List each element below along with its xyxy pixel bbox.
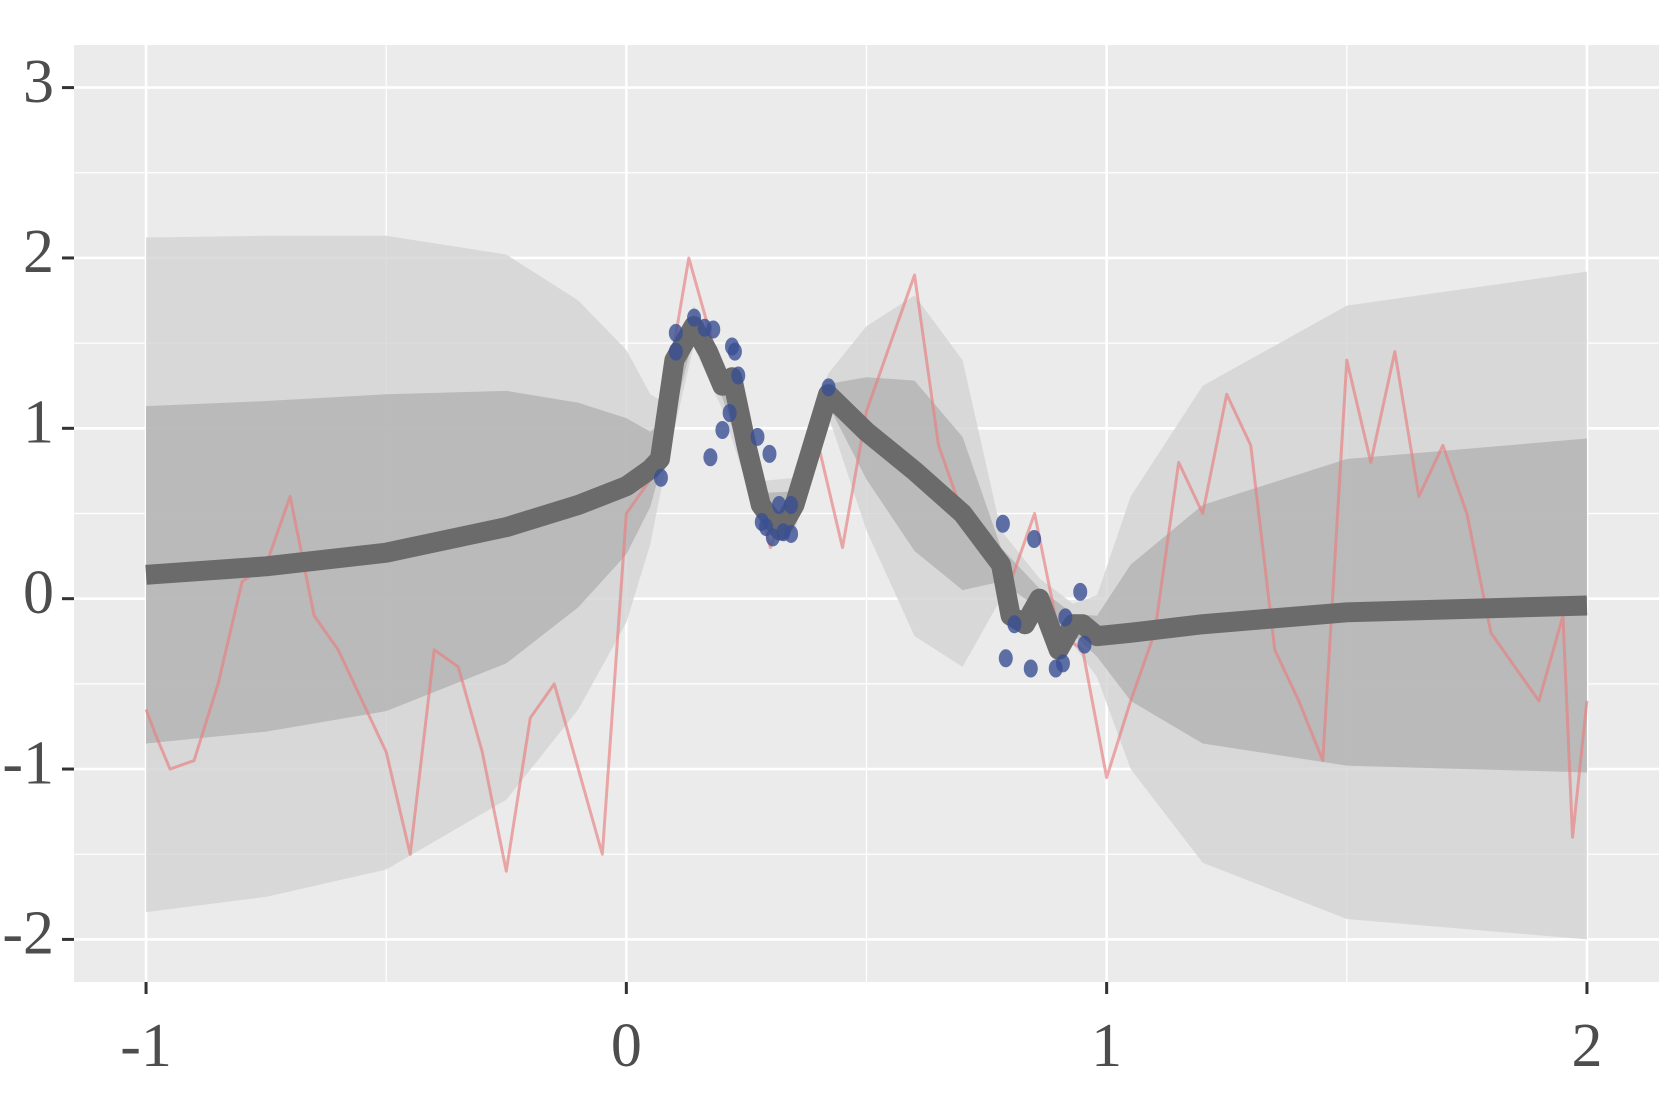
observation-point xyxy=(1007,615,1022,634)
x-tick-label: -1 xyxy=(120,1012,172,1080)
observation-point xyxy=(762,444,777,463)
observation-point xyxy=(772,495,787,514)
observation-point xyxy=(784,524,799,543)
x-tick-label: 1 xyxy=(1091,1012,1122,1080)
observation-point xyxy=(1077,635,1092,654)
observation-point xyxy=(731,366,746,385)
observation-point xyxy=(750,427,765,446)
observation-point xyxy=(715,421,730,440)
observation-point xyxy=(722,403,737,422)
observation-point xyxy=(668,342,683,361)
y-tick-label: 1 xyxy=(23,389,54,457)
x-tick-label: 0 xyxy=(611,1012,642,1080)
observation-point xyxy=(1073,582,1088,601)
observation-point xyxy=(703,448,718,467)
observation-point xyxy=(998,649,1013,668)
observation-point xyxy=(821,378,836,397)
observation-point xyxy=(765,528,780,547)
observation-point xyxy=(687,308,702,327)
y-tick-label: -1 xyxy=(2,729,54,797)
observation-point xyxy=(784,495,799,514)
y-tick-label: 3 xyxy=(23,48,54,116)
observation-point xyxy=(1023,659,1038,678)
confidence-band xyxy=(146,315,1587,773)
observation-point xyxy=(1027,530,1042,549)
observation-point xyxy=(668,323,683,342)
observation-point xyxy=(995,514,1010,533)
sample-path xyxy=(144,256,1589,873)
observation-point xyxy=(1055,654,1070,673)
y-tick-label: -2 xyxy=(2,900,54,968)
y-tick-label: 2 xyxy=(23,218,54,286)
observation-point xyxy=(727,342,742,361)
observation-point xyxy=(1058,608,1073,627)
observation-point xyxy=(706,320,721,339)
x-tick-label: 2 xyxy=(1571,1012,1602,1080)
observation-point xyxy=(653,468,668,487)
y-tick-label: 0 xyxy=(23,559,54,627)
